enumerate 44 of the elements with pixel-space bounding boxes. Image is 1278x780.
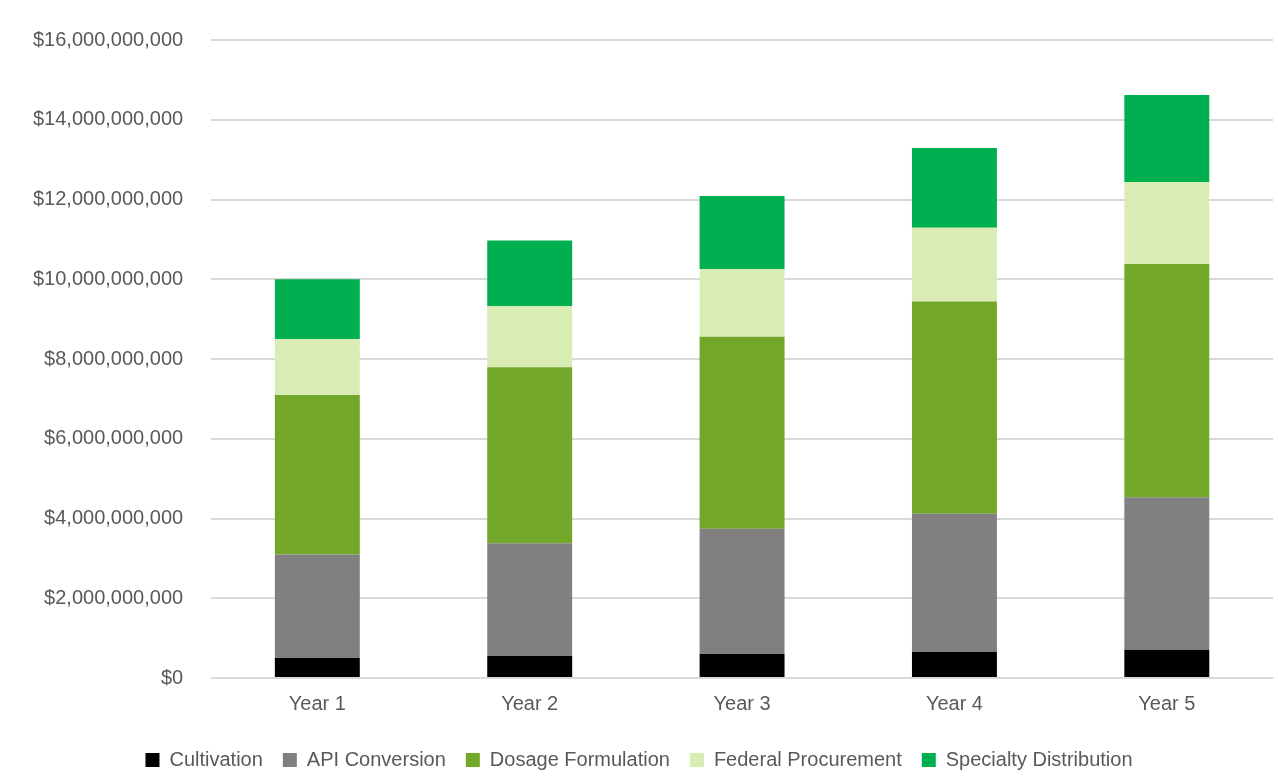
- y-tick-label: $12,000,000,000: [32, 187, 184, 210]
- legend-label: Dosage Formulation: [489, 747, 670, 770]
- bar: [911, 301, 997, 514]
- bar: [1124, 181, 1210, 265]
- x-tick-label: Year 5: [1138, 691, 1196, 714]
- x-tick-label: Year 3: [713, 691, 771, 714]
- bar: [699, 268, 785, 337]
- bar: [911, 513, 997, 653]
- y-tick-label: $10,000,000,000: [32, 266, 184, 289]
- bar: [911, 652, 997, 677]
- bar: [1124, 497, 1210, 650]
- y-tick-label: $4,000,000,000: [44, 506, 184, 529]
- bar: [1124, 649, 1210, 677]
- legend-label: API Conversion: [306, 747, 446, 770]
- y-tick-label: $0: [160, 665, 184, 688]
- bar: [699, 528, 785, 655]
- bar: [274, 658, 360, 677]
- bar: [274, 339, 360, 395]
- bar: [911, 148, 997, 228]
- bar: [487, 240, 573, 307]
- bar: [487, 367, 573, 544]
- legend-label: Cultivation: [169, 747, 263, 770]
- bar: [1124, 264, 1210, 498]
- y-tick-label: $16,000,000,000: [32, 27, 184, 50]
- x-tick-label: Year 4: [925, 691, 983, 714]
- legend-label: Specialty Distribution: [945, 747, 1133, 770]
- x-tick-label: Year 1: [288, 691, 346, 714]
- bar: [911, 227, 997, 302]
- bar: [1124, 95, 1210, 182]
- bar: [487, 543, 573, 657]
- bar: [274, 554, 360, 659]
- bar: [274, 394, 360, 555]
- legend-label: Federal Procurement: [713, 747, 903, 770]
- y-tick-label: $6,000,000,000: [44, 426, 184, 449]
- y-tick-label: $2,000,000,000: [44, 585, 184, 608]
- bar: [699, 654, 785, 677]
- bar: [699, 195, 785, 269]
- bar: [487, 306, 573, 368]
- bar: [487, 656, 573, 677]
- bar: [699, 336, 785, 529]
- y-tick-label: $14,000,000,000: [32, 107, 184, 130]
- y-tick-label: $8,000,000,000: [44, 346, 184, 369]
- x-tick-label: Year 2: [501, 691, 559, 714]
- bar: [274, 279, 360, 340]
